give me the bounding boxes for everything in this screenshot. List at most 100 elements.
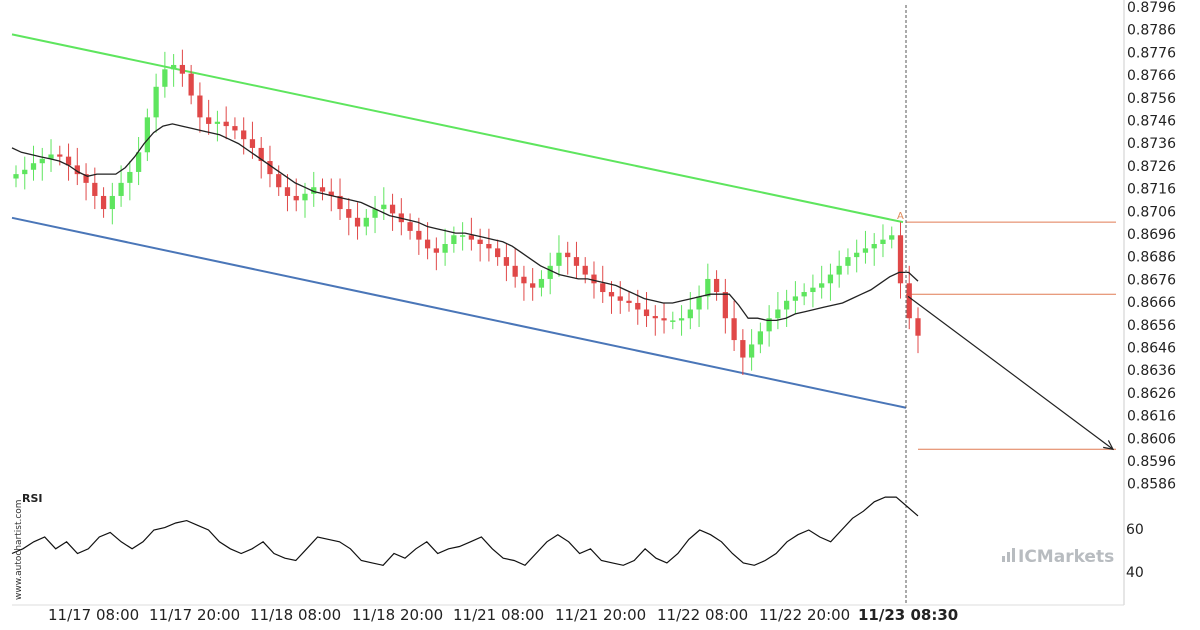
candle-body [530, 283, 536, 288]
candle-body [65, 156, 72, 166]
projection-arrow-line [907, 295, 1114, 450]
candle-body [346, 209, 352, 218]
price-tick-label: 0.8626 [1127, 386, 1176, 402]
candle-body [258, 147, 264, 162]
candle-body [284, 187, 291, 196]
moving-average-line [11, 123, 919, 322]
candle-body [424, 239, 431, 249]
candle-body [889, 235, 895, 240]
time-axis-label: 11/21 08:00 [453, 606, 544, 624]
rsi-line [11, 496, 919, 567]
brand-logo: ICMarkets [1002, 547, 1114, 567]
candle-body [626, 300, 632, 303]
candle-body [801, 292, 807, 297]
brand-logo-bar-1 [1002, 556, 1005, 562]
candle-body [565, 252, 571, 258]
candle-body [468, 235, 475, 240]
candle-body [171, 64, 177, 70]
rsi-tick-40: 40 [1126, 565, 1144, 581]
candle-body [57, 154, 63, 157]
candle-body [311, 187, 317, 194]
candle-body [389, 204, 396, 214]
candle-body [670, 320, 676, 322]
price-tick-label: 0.8686 [1127, 250, 1176, 266]
candle-body [477, 239, 483, 244]
candle-body [722, 292, 728, 319]
candle-body [810, 287, 816, 293]
rsi-tick-60: 60 [1126, 522, 1144, 538]
candle-body [92, 182, 98, 196]
candle-body [819, 283, 825, 288]
candle-body [600, 283, 606, 293]
candle-body [319, 187, 326, 192]
candle-body [871, 244, 877, 249]
candle-body [30, 163, 37, 170]
candle-body [643, 309, 650, 317]
candle-body [757, 331, 763, 345]
price-tick-label: 0.8736 [1127, 136, 1176, 152]
candle-body [293, 195, 299, 201]
candle-body [635, 302, 641, 310]
candle-body [363, 217, 369, 227]
candle-body [582, 265, 588, 275]
candle-body [538, 278, 545, 288]
candle-body [249, 139, 256, 148]
candle-body [661, 318, 667, 321]
candle-body [100, 195, 107, 210]
time-axis-label: 11/22 08:00 [657, 606, 748, 624]
price-axis-ticks: 0.8796 0.8786 0.8776 0.8766 0.8756 0.8746 0.87… [1127, 0, 1176, 493]
candle-body [731, 318, 737, 341]
price-tick-label: 0.8596 [1127, 454, 1176, 470]
candle-body [416, 230, 422, 240]
price-tick-label: 0.8706 [1127, 204, 1176, 220]
candle-body [354, 217, 361, 227]
price-tick-label: 0.8616 [1127, 409, 1176, 425]
channel-lines [11, 33, 907, 409]
price-tick-label: 0.8786 [1127, 23, 1176, 39]
price-tick-label: 0.8746 [1127, 114, 1176, 130]
candle-body [748, 344, 755, 358]
price-tick-label: 0.8716 [1127, 182, 1176, 198]
price-tick-label: 0.8776 [1127, 45, 1176, 61]
candle-body [48, 154, 54, 159]
candle-body [223, 121, 229, 127]
candle-body [547, 265, 553, 279]
time-axis-label: 11/21 20:00 [555, 606, 646, 624]
candle-body [214, 121, 221, 124]
candle-body [766, 318, 772, 332]
time-axis-label: 11/22 20:00 [759, 606, 850, 624]
candle-body [784, 300, 790, 310]
price-tick-label: 0.8766 [1127, 68, 1176, 84]
candle-body [880, 239, 886, 244]
time-axis-label: 11/23 08:30 [858, 606, 958, 624]
pattern-point-label: A [897, 211, 904, 222]
candle-body [83, 174, 89, 183]
candle-body [13, 174, 19, 179]
candle-body [39, 158, 45, 164]
candle-body [705, 278, 711, 297]
candle-body [22, 169, 28, 175]
candle-body [109, 195, 115, 210]
rsi-title: RSI [22, 492, 43, 505]
candle-body [845, 257, 851, 266]
candle-body [740, 340, 746, 358]
brand-logo-text: ICMarkets [1018, 547, 1114, 567]
candle-body [328, 191, 334, 196]
candle-body [179, 64, 186, 74]
candle-body [897, 235, 904, 284]
price-tick-label: 0.8796 [1127, 0, 1176, 16]
candle-body [836, 265, 842, 275]
candle-body [197, 95, 203, 118]
candle-body [188, 73, 194, 96]
candle-body [144, 117, 150, 153]
candle-body [495, 248, 501, 258]
candle-body [407, 222, 413, 231]
candle-body [486, 244, 492, 249]
candle-body [854, 252, 860, 258]
price-tick-label: 0.8726 [1127, 159, 1176, 175]
candle-body [713, 278, 720, 293]
channel-lower-line [11, 216, 907, 409]
candle-body [372, 209, 378, 218]
